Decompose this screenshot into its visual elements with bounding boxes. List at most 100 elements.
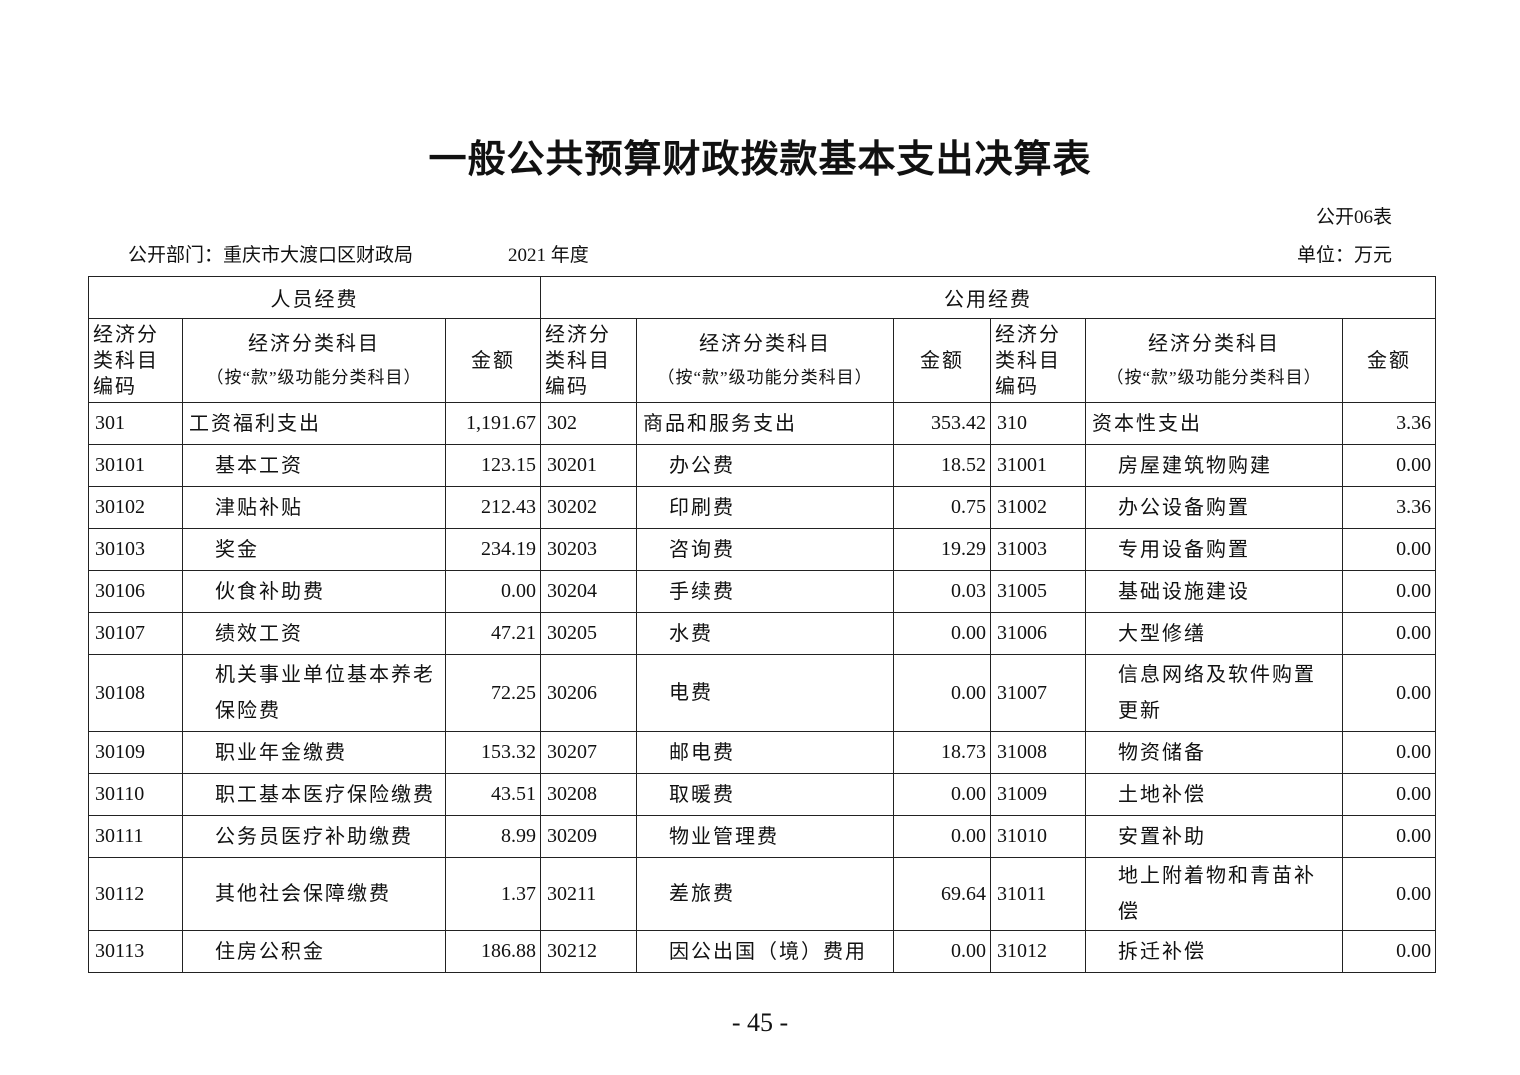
amount-cell: 0.00 — [444, 570, 542, 613]
header-amount: 金额 — [1342, 318, 1437, 403]
item-cell: 绩效工资 — [182, 612, 446, 655]
amount-cell: 0.00 — [1342, 857, 1437, 931]
amount-cell: 1,191.67 — [444, 402, 542, 445]
item-cell: 基础设施建设 — [1085, 570, 1344, 613]
code-cell: 30206 — [540, 654, 638, 732]
item-cell: 奖金 — [182, 528, 446, 571]
code-cell: 30107 — [88, 612, 183, 655]
header-item-label: 经济分类科目 — [699, 332, 832, 355]
code-cell: 31008 — [990, 731, 1087, 774]
item-cell: 土地补偿 — [1085, 773, 1344, 816]
table-row: 30108 机关事业单位基本养老保险费 72.25 30206 电费 0.00 31007 信… — [88, 654, 1437, 732]
code-cell: 30205 — [540, 612, 638, 655]
item-cell: 物业管理费 — [636, 815, 895, 858]
table-row: 30112 其他社会保障缴费 1.37 30211 差旅费 69.64 31011 地上附着物… — [88, 857, 1437, 931]
amount-cell: 353.42 — [893, 402, 992, 445]
code-cell: 31001 — [990, 444, 1087, 487]
code-cell: 31005 — [990, 570, 1087, 613]
amount-cell: 186.88 — [444, 930, 542, 973]
amount-cell: 72.25 — [444, 654, 542, 732]
fiscal-year: 2021 年度 — [508, 245, 589, 266]
code-cell: 31012 — [990, 930, 1087, 973]
header-item-note: （按“款”级功能分类科目） — [206, 367, 422, 387]
amount-cell: 43.51 — [444, 773, 542, 816]
page-number: - 45 - — [731, 1008, 789, 1037]
code-cell: 31007 — [990, 654, 1087, 732]
table-row: 30113 住房公积金 186.88 30212 因公出国（境）费用 0.00 31012 拆… — [88, 930, 1437, 973]
header-amount: 金额 — [444, 318, 542, 403]
table-row: 30101 基本工资 123.15 30201 办公费 18.52 31001 房屋建筑物购建… — [88, 444, 1437, 487]
table-row: 30103 奖金 234.19 30203 咨询费 19.29 31003 专用设备购置 0.0… — [88, 528, 1437, 571]
header-code: 经济分类科目编码 — [540, 318, 638, 403]
document-title: 一般公共预算财政拨款基本支出决算表 — [428, 139, 1092, 181]
amount-cell: 8.99 — [444, 815, 542, 858]
item-cell: 公务员医疗补助缴费 — [182, 815, 446, 858]
amount-cell: 212.43 — [444, 486, 542, 529]
amount-cell: 0.00 — [893, 612, 992, 655]
table-row: 30109 职业年金缴费 153.32 30207 邮电费 18.73 31008 物资储备 0… — [88, 731, 1437, 774]
item-cell: 办公费 — [636, 444, 895, 487]
code-cell: 30111 — [88, 815, 183, 858]
item-cell: 信息网络及软件购置更新 — [1085, 654, 1344, 732]
header-amount: 金额 — [893, 318, 992, 403]
table-row: 30111 公务员医疗补助缴费 8.99 30209 物业管理费 0.00 31010 安置补… — [88, 815, 1437, 858]
item-cell: 基本工资 — [182, 444, 446, 487]
amount-cell: 0.00 — [1342, 444, 1437, 487]
item-cell: 邮电费 — [636, 731, 895, 774]
amount-cell: 234.19 — [444, 528, 542, 571]
department-label: 公开部门：重庆市大渡口区财政局 — [128, 245, 414, 266]
item-cell: 因公出国（境）费用 — [636, 930, 895, 973]
code-cell: 30112 — [88, 857, 183, 931]
item-cell: 其他社会保障缴费 — [182, 857, 446, 931]
code-cell: 30209 — [540, 815, 638, 858]
item-cell: 拆迁补偿 — [1085, 930, 1344, 973]
code-cell: 30108 — [88, 654, 183, 732]
code-cell: 30102 — [88, 486, 183, 529]
column-header-row: 经济分类科目编码 经济分类科目 （按“款”级功能分类科目） 金额 经济分类科目编码 经济分… — [88, 318, 1437, 403]
amount-cell: 18.73 — [893, 731, 992, 774]
code-cell: 30202 — [540, 486, 638, 529]
code-cell: 301 — [88, 402, 183, 445]
item-cell: 取暖费 — [636, 773, 895, 816]
amount-cell: 0.00 — [1342, 815, 1437, 858]
code-cell: 30109 — [88, 731, 183, 774]
item-cell: 办公设备购置 — [1085, 486, 1344, 529]
item-cell: 津贴补贴 — [182, 486, 446, 529]
code-cell: 31003 — [990, 528, 1087, 571]
amount-cell: 0.00 — [1342, 654, 1437, 732]
amount-cell: 0.00 — [1342, 528, 1437, 571]
amount-cell: 3.36 — [1342, 402, 1437, 445]
code-cell: 31006 — [990, 612, 1087, 655]
header-item: 经济分类科目 （按“款”级功能分类科目） — [636, 318, 895, 403]
header-code: 经济分类科目编码 — [88, 318, 183, 403]
code-cell: 30204 — [540, 570, 638, 613]
unit-label: 单位：万元 — [1296, 245, 1392, 266]
code-cell: 30110 — [88, 773, 183, 816]
item-cell: 印刷费 — [636, 486, 895, 529]
amount-cell: 19.29 — [893, 528, 992, 571]
table-row: 30106 伙食补助费 0.00 30204 手续费 0.03 31005 基础设施建设 0.0… — [88, 570, 1437, 613]
code-cell: 30203 — [540, 528, 638, 571]
item-cell: 工资福利支出 — [182, 402, 446, 445]
header-item-note: （按“款”级功能分类科目） — [1106, 367, 1322, 387]
table-row: 30107 绩效工资 47.21 30205 水费 0.00 31006 大型修缮 0.00 — [88, 612, 1437, 655]
item-cell: 专用设备购置 — [1085, 528, 1344, 571]
item-cell: 咨询费 — [636, 528, 895, 571]
expenditure-table: 人员经费 公用经费 经济分类科目编码 经济分类科目 （按“款”级功能分类科目） 金额经… — [87, 276, 1437, 973]
amount-cell: 0.00 — [1342, 773, 1437, 816]
code-cell: 30101 — [88, 444, 183, 487]
item-cell: 职工基本医疗保险缴费 — [182, 773, 446, 816]
header-code: 经济分类科目编码 — [990, 318, 1087, 403]
amount-cell: 0.00 — [1342, 570, 1437, 613]
item-cell: 差旅费 — [636, 857, 895, 931]
code-cell: 30201 — [540, 444, 638, 487]
item-cell: 资本性支出 — [1085, 402, 1344, 445]
amount-cell: 0.00 — [1342, 930, 1437, 973]
amount-cell: 0.00 — [893, 654, 992, 732]
item-cell: 水费 — [636, 612, 895, 655]
table-row: 30102 津贴补贴 212.43 30202 印刷费 0.75 31002 办公设备购置 3.… — [88, 486, 1437, 529]
code-cell: 30113 — [88, 930, 183, 973]
header-item: 经济分类科目 （按“款”级功能分类科目） — [182, 318, 446, 403]
item-cell: 机关事业单位基本养老保险费 — [182, 654, 446, 732]
amount-cell: 47.21 — [444, 612, 542, 655]
